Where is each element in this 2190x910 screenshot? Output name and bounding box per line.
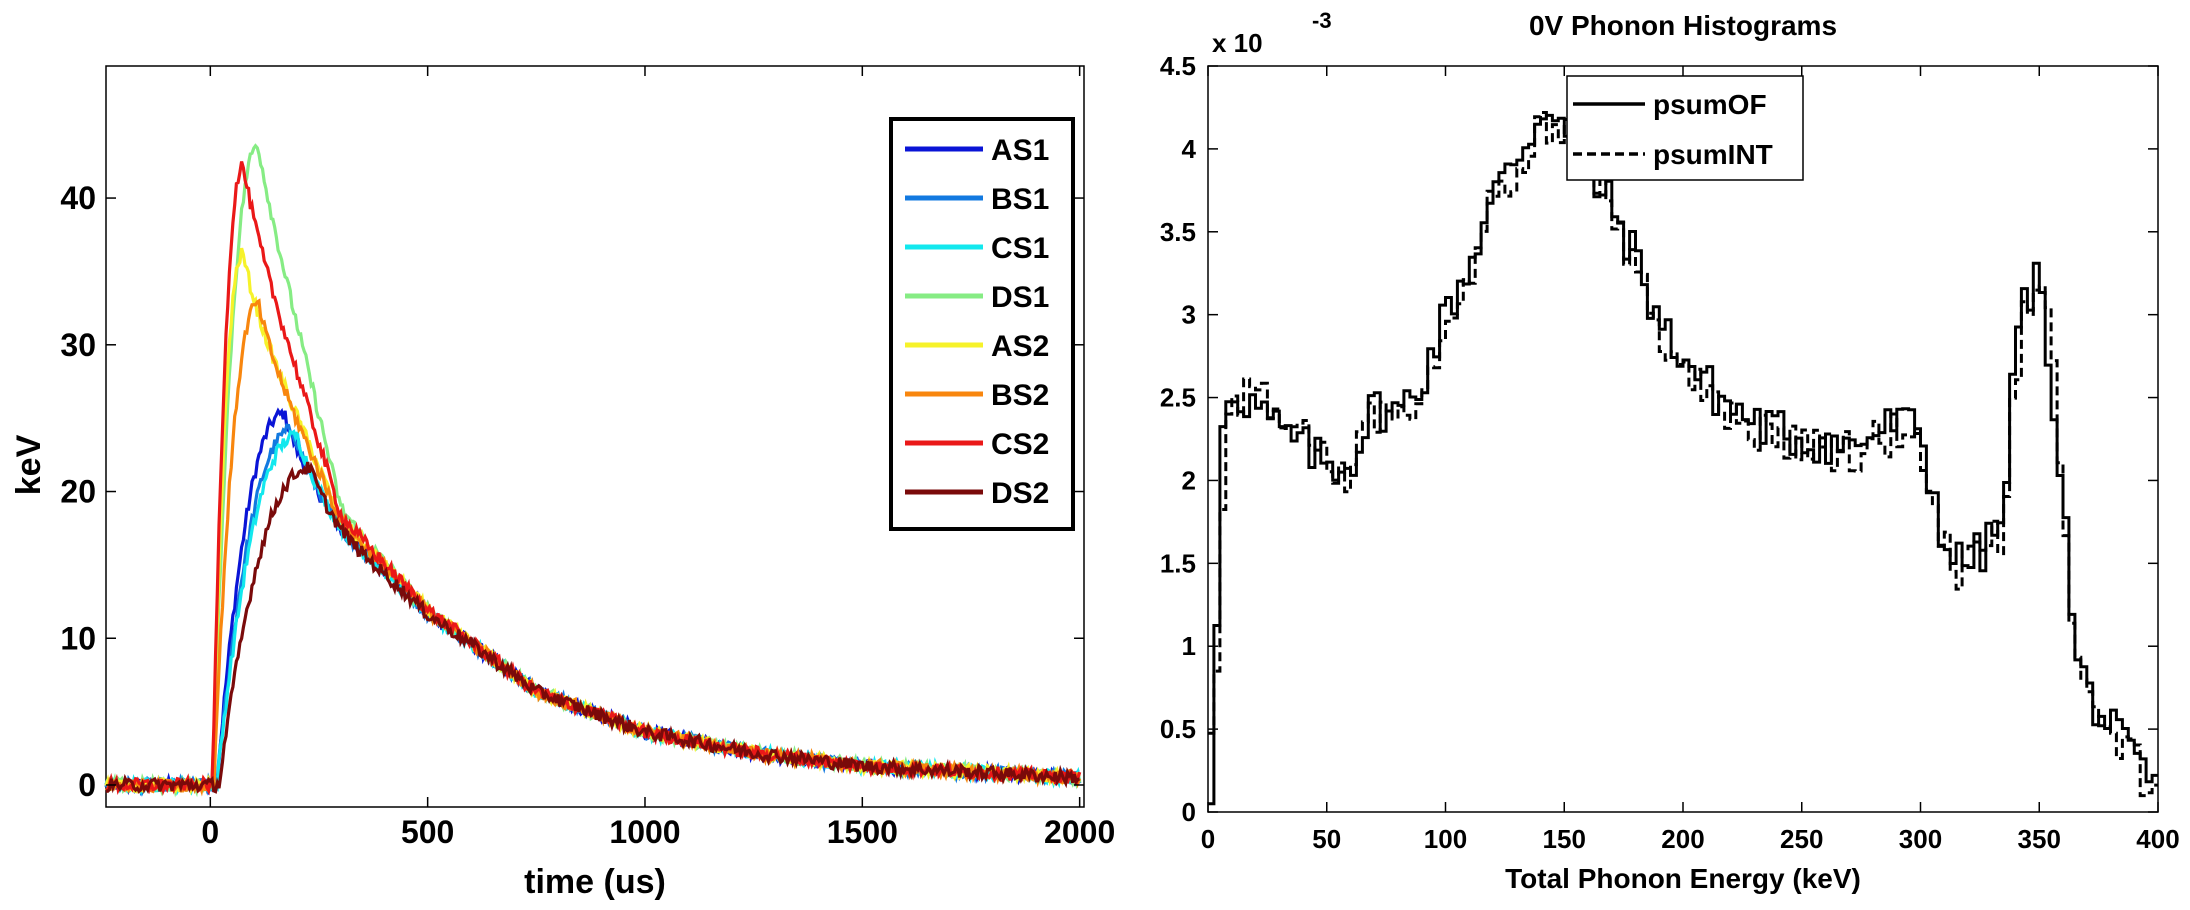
left-legend-label-as2: AS2 [991, 330, 1049, 363]
left-x-axis: 0 500 1000 1500 2000 [201, 66, 1115, 850]
right-y-multiplier: x 10 [1212, 28, 1263, 58]
left-y-tick-label: 30 [60, 327, 96, 363]
left-y-tick-label: 40 [60, 180, 96, 216]
left-legend-box [889, 117, 1075, 531]
left-legend-label-ds1: DS1 [991, 281, 1049, 314]
right-x-tick-label: 50 [1312, 824, 1341, 854]
left-legend-label-cs1: CS1 [991, 232, 1049, 265]
left-x-axis-label: time (us) [524, 863, 666, 901]
left-x-tick-label: 0 [201, 814, 219, 850]
right-x-axis: 0 50 100 150 200 250 300 350 400 [1201, 66, 2180, 854]
left-y-tick-label: 20 [60, 474, 96, 510]
left-x-tick-label: 2000 [1044, 814, 1115, 850]
right-x-tick-label: 300 [1899, 824, 1942, 854]
right-legend-box [1566, 75, 1804, 181]
right-y-tick-label: 3 [1182, 300, 1196, 330]
right-x-tick-label: 250 [1780, 824, 1823, 854]
right-x-axis-label: Total Phonon Energy (keV) [1505, 863, 1861, 894]
right-x-tick-label: 350 [2018, 824, 2061, 854]
left-legend-label-as1: AS1 [991, 134, 1049, 167]
left-legend-label-cs2: CS2 [991, 428, 1049, 461]
right-x-tick-label: 200 [1661, 824, 1704, 854]
left-legend-label-bs1: BS1 [991, 183, 1049, 216]
right-x-tick-label: 400 [2136, 824, 2179, 854]
left-x-tick-label: 500 [401, 814, 454, 850]
left-y-axis-label: keV [10, 434, 48, 495]
right-y-tick-label: 1 [1182, 631, 1196, 661]
right-chart-title: 0V Phonon Histograms [1529, 10, 1837, 41]
left-chart: 0 500 1000 1500 2000 0 10 20 30 40 time (us) keV… [10, 65, 1115, 901]
right-legend-label-psumof: psumOF [1653, 89, 1767, 120]
right-series-group [1208, 111, 2158, 806]
right-y-multiplier-exponent: -3 [1312, 8, 1332, 33]
left-legend-label-ds2: DS2 [991, 477, 1049, 510]
right-legend-label-psumint: psumINT [1653, 139, 1773, 170]
right-x-tick-label: 150 [1543, 824, 1586, 854]
right-y-tick-label: 0 [1182, 797, 1196, 827]
right-x-tick-label: 100 [1424, 824, 1467, 854]
right-y-tick-label: 1.5 [1160, 548, 1196, 578]
left-series-group [104, 143, 1082, 798]
right-chart: 0V Phonon Histograms x 10 -3 0 50 100 150 20… [1160, 8, 2180, 894]
right-y-tick-label: 0.5 [1160, 714, 1196, 744]
right-y-axis: 0 0.5 1 1.5 2 2.5 3 3.5 4 4.5 [1160, 51, 2158, 827]
left-y-tick-label: 0 [78, 767, 96, 803]
right-y-tick-label: 4.5 [1160, 51, 1196, 81]
left-series-line-ds2 [105, 461, 1080, 794]
right-y-tick-label: 2.5 [1160, 383, 1196, 413]
right-y-tick-label: 2 [1182, 465, 1196, 495]
left-x-tick-label: 1500 [827, 814, 898, 850]
right-y-tick-label: 3.5 [1160, 217, 1196, 247]
left-legend-label-bs2: BS2 [991, 379, 1049, 412]
left-y-tick-label: 10 [60, 620, 96, 656]
left-legend: AS1 BS1 CS1 DS1 AS2 BS2 CS2 DS2 [889, 117, 1075, 531]
right-legend: psumOF psumINT [1566, 75, 1804, 181]
left-x-tick-label: 1000 [609, 814, 680, 850]
right-x-tick-label: 0 [1201, 824, 1215, 854]
right-y-tick-label: 4 [1182, 134, 1197, 164]
left-y-axis: 0 10 20 30 40 [60, 180, 1084, 803]
right-series-line-psumint [1208, 111, 2158, 798]
